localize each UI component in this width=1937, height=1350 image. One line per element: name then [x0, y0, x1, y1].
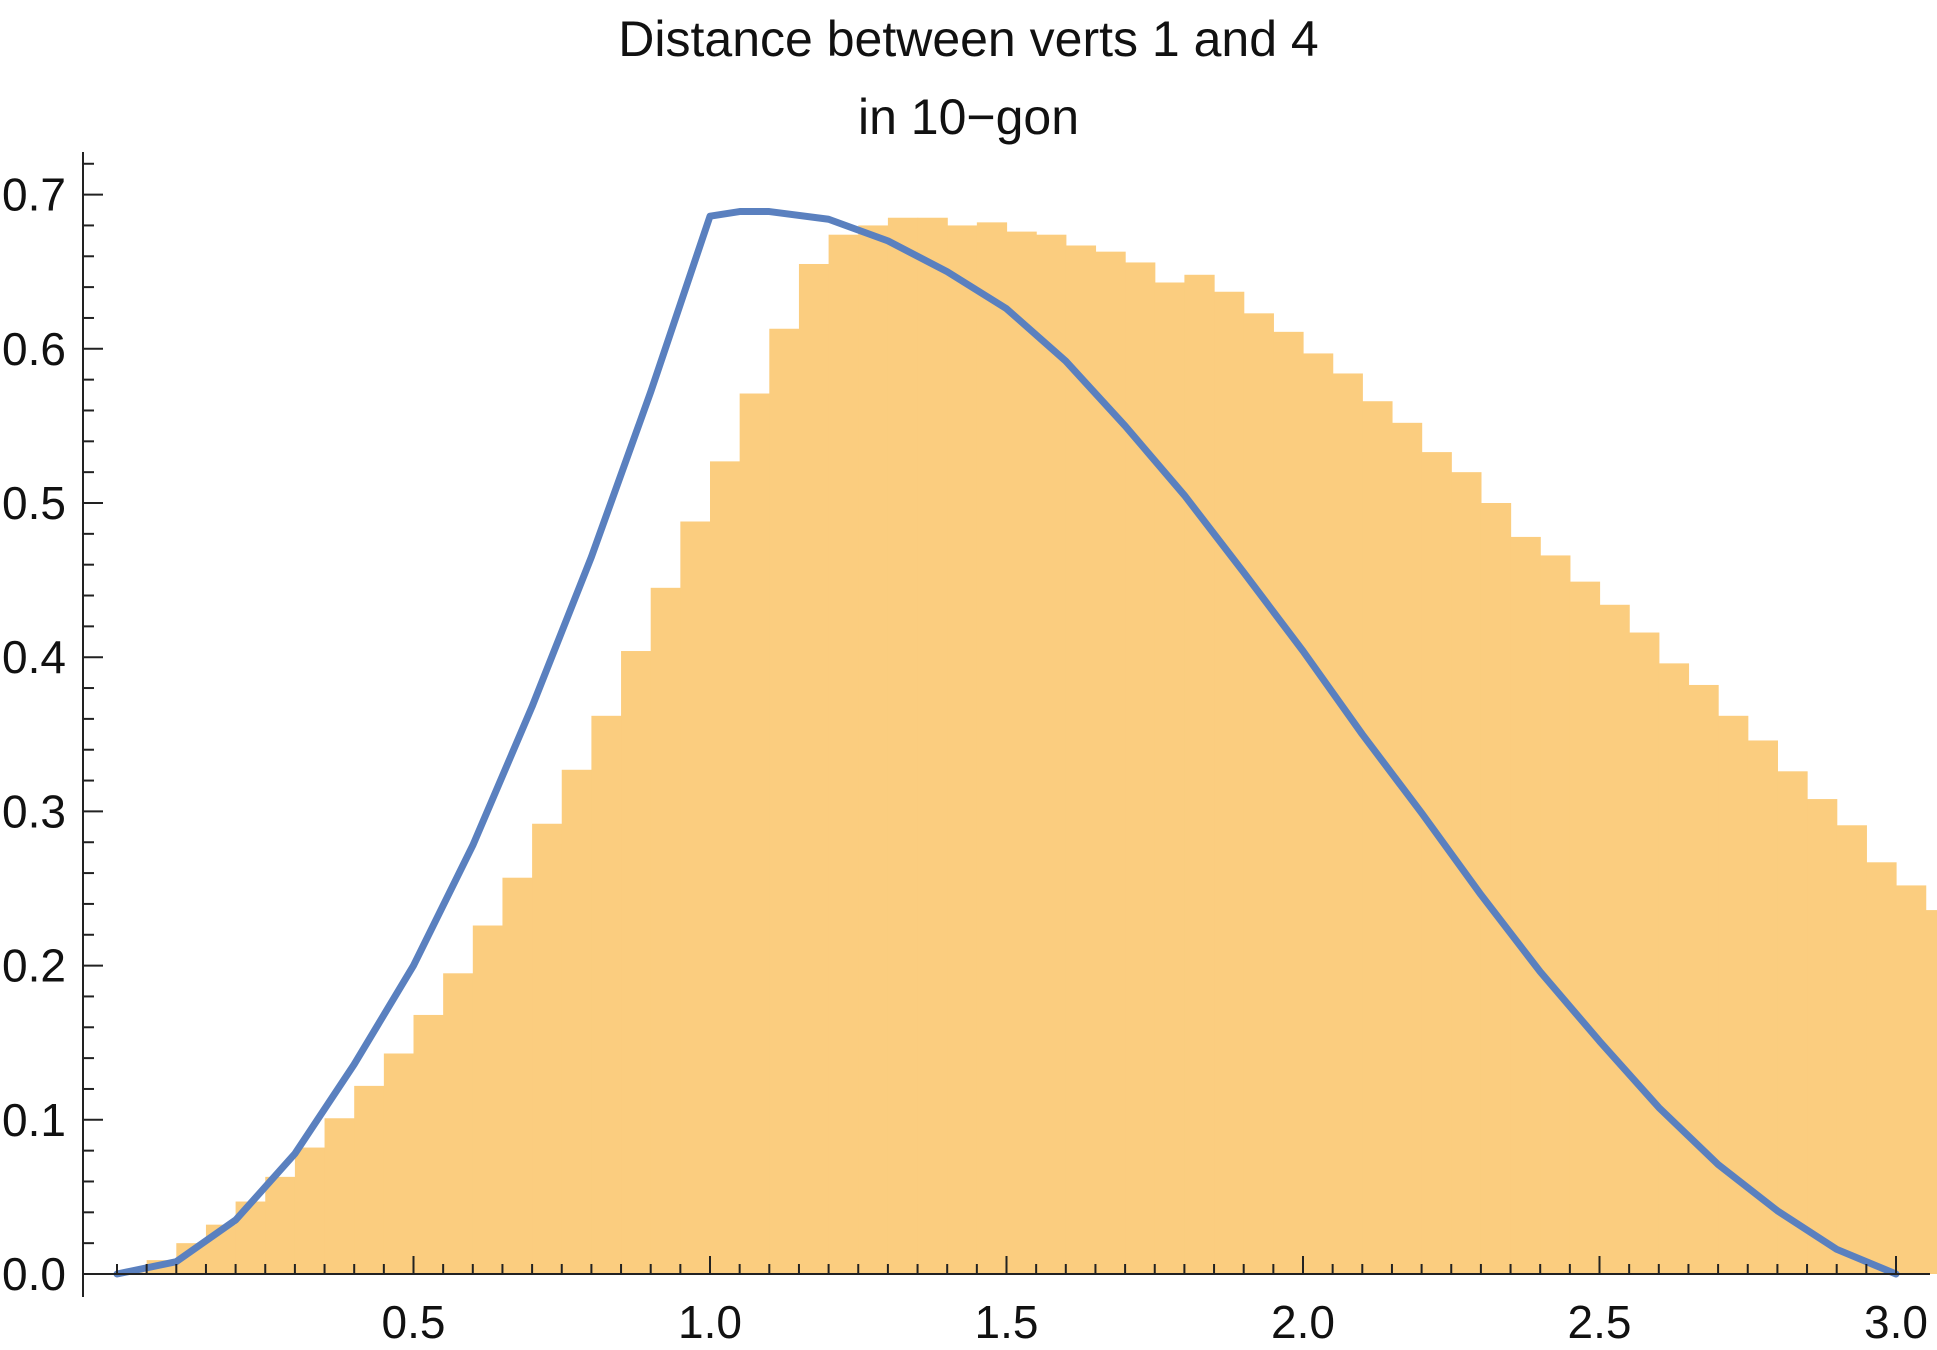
- histogram-bar: [1303, 353, 1334, 1274]
- histogram-bar: [710, 461, 741, 1274]
- histogram-bar: [798, 263, 830, 1274]
- histogram-bar: [1273, 331, 1304, 1275]
- y-tick-label: 0.4: [2, 631, 66, 683]
- histogram-bar: [917, 217, 948, 1275]
- histogram-bar: [1688, 684, 1719, 1274]
- histogram-bar: [383, 1053, 415, 1274]
- histogram-bar: [1896, 885, 1927, 1274]
- histogram-bar: [1540, 555, 1571, 1274]
- histogram-bar: [680, 521, 711, 1274]
- histogram-bar: [1925, 910, 1937, 1274]
- histogram-bar: [354, 1085, 385, 1274]
- histogram-bar: [621, 651, 652, 1274]
- x-tick-label: 2.5: [1568, 1296, 1632, 1348]
- histogram-bar: [1006, 231, 1037, 1275]
- x-tick-label: 3.0: [1864, 1296, 1928, 1348]
- histogram-bar: [502, 877, 533, 1274]
- histogram-bar: [1807, 799, 1838, 1274]
- histogram-bar: [1480, 503, 1512, 1274]
- histogram-bar: [561, 769, 592, 1274]
- histogram-bar: [976, 222, 1008, 1275]
- histogram-bar: [1718, 715, 1749, 1274]
- histogram-bar: [1332, 373, 1363, 1275]
- histogram-bar: [828, 234, 859, 1275]
- histogram-bar: [1125, 262, 1156, 1274]
- histogram-bar: [1243, 313, 1274, 1275]
- histogram-bar: [443, 973, 474, 1274]
- histogram-bar: [294, 1147, 326, 1274]
- histogram-bar: [887, 217, 919, 1275]
- histogram-bar: [769, 328, 800, 1274]
- histogram-bar: [413, 1014, 444, 1274]
- histogram-bar: [1362, 401, 1393, 1275]
- histogram-bar: [324, 1118, 355, 1274]
- y-tick-label: 0.3: [2, 785, 66, 837]
- y-tick-label: 0.6: [2, 323, 66, 375]
- histogram-bar: [532, 823, 563, 1274]
- histogram-bar: [1421, 452, 1452, 1274]
- y-tick-label: 0.0: [2, 1248, 66, 1300]
- x-tick-label: 0.5: [382, 1296, 446, 1348]
- histogram-bar: [591, 715, 622, 1274]
- histogram-bar: [1599, 604, 1630, 1274]
- density-curve: [113, 208, 1900, 1278]
- histogram-bar: [1629, 632, 1660, 1274]
- x-tick-label: 2.0: [1271, 1296, 1335, 1348]
- chart-subtitle: in 10−gon: [857, 89, 1080, 145]
- histogram-bar: [1065, 245, 1097, 1275]
- histogram-bar: [1214, 291, 1245, 1274]
- histogram-bar: [1747, 740, 1778, 1274]
- histogram-bar: [739, 393, 770, 1274]
- histogram-bar: [1866, 862, 1897, 1274]
- histogram-bar: [1036, 234, 1067, 1275]
- histogram-bar: [1658, 663, 1690, 1274]
- histogram-bar: [947, 225, 978, 1275]
- histogram-bar: [1510, 536, 1541, 1274]
- histogram-bar: [650, 587, 681, 1274]
- histogram-bar: [1391, 422, 1423, 1274]
- y-tick-label: 0.2: [2, 940, 66, 992]
- x-tick-label: 1.0: [678, 1296, 742, 1348]
- histogram-bar: [1777, 771, 1808, 1274]
- y-tick-label: 0.1: [2, 1094, 66, 1146]
- histogram-bar: [858, 225, 889, 1275]
- histogram-bar: [265, 1176, 296, 1274]
- histogram-bar: [472, 925, 504, 1274]
- histogram-bar: [1154, 282, 1185, 1274]
- y-tick-label: 0.7: [2, 169, 66, 221]
- y-tick-label: 0.5: [2, 477, 66, 529]
- histogram-bar: [1836, 825, 1867, 1274]
- histogram-bar: [1569, 581, 1601, 1274]
- x-tick-label: 1.5: [975, 1296, 1039, 1348]
- histogram-bar: [1184, 274, 1215, 1274]
- chart-title: Distance between verts 1 and 4: [618, 11, 1319, 67]
